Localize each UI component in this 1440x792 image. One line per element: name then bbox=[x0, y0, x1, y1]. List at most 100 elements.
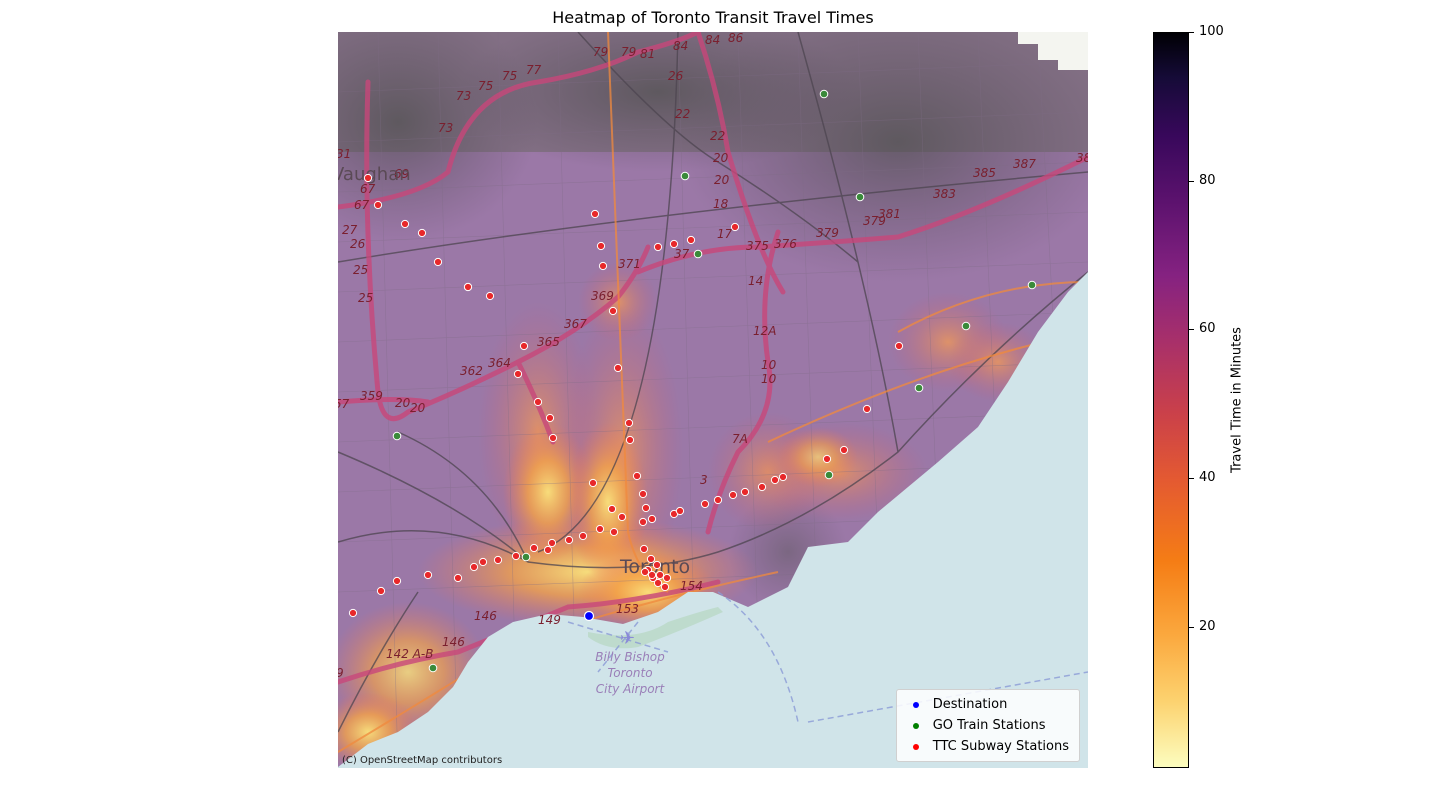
airport-label-line: City Airport bbox=[596, 682, 666, 696]
ttc-station-marker bbox=[376, 586, 386, 596]
ttc-station-marker bbox=[778, 472, 788, 482]
unmapped-corner bbox=[1018, 32, 1088, 70]
ttc-station-marker bbox=[660, 582, 670, 592]
airport-label: Billy Bishop Toronto City Airport bbox=[595, 650, 665, 696]
ttc-station-marker bbox=[638, 517, 648, 527]
legend: Destination GO Train Stations TTC Subway… bbox=[895, 689, 1080, 762]
highway-shield-label: 79 bbox=[621, 45, 636, 59]
colorbar-tick bbox=[1189, 180, 1194, 182]
highway-shield-label: 369 bbox=[591, 289, 614, 303]
highway-shield-label: 73 bbox=[438, 121, 453, 135]
highway-shield-label: 20 bbox=[713, 151, 729, 165]
ttc-station-marker bbox=[373, 200, 383, 210]
destination-marker-group bbox=[583, 610, 595, 622]
ttc-station-marker bbox=[862, 404, 872, 414]
ttc-station-marker bbox=[641, 503, 651, 513]
ttc-station-marker bbox=[662, 573, 672, 583]
rail-lines bbox=[338, 32, 1088, 733]
ttc-stations bbox=[348, 173, 904, 618]
ttc-station-marker bbox=[519, 341, 529, 351]
highway-shield-label: 362 bbox=[460, 364, 483, 378]
highway-shield-label: 77 bbox=[526, 63, 542, 77]
ttc-station-marker bbox=[578, 531, 588, 541]
highway-shield-label: 154 bbox=[680, 579, 703, 593]
ttc-station-marker bbox=[647, 514, 657, 524]
ttc-station-marker bbox=[453, 573, 463, 583]
colorbar-tick-label: 40 bbox=[1199, 470, 1216, 486]
highway-shield-label: 146 bbox=[474, 609, 497, 623]
colorbar-tick-label: 80 bbox=[1199, 172, 1216, 188]
heat-dark-zone bbox=[458, 32, 858, 172]
ttc-station-marker bbox=[607, 504, 617, 514]
go-station-marker bbox=[521, 552, 531, 562]
highway-shield-label: 359 bbox=[360, 389, 383, 403]
ttc-station-marker bbox=[417, 228, 427, 238]
lake-ontario bbox=[338, 272, 1088, 768]
highway-shield-label: 25 bbox=[353, 263, 368, 277]
ttc-station-marker bbox=[529, 543, 539, 553]
ttc-station-marker bbox=[669, 239, 679, 249]
highway-shield-label: 379 bbox=[863, 214, 886, 228]
highway-shield-label: 3 bbox=[700, 473, 708, 487]
highway-shield-label: 69 bbox=[394, 167, 409, 181]
ttc-station-marker bbox=[564, 535, 574, 545]
colorbar-tick bbox=[1189, 478, 1194, 480]
ttc-station-marker bbox=[392, 576, 402, 586]
go-station-marker bbox=[392, 431, 402, 441]
colorbar-tick-label: 100 bbox=[1199, 24, 1224, 39]
ttc-station-marker bbox=[822, 454, 832, 464]
ttc-station-marker bbox=[675, 506, 685, 516]
legend-item-destination: Destination bbox=[905, 694, 1069, 715]
highway-shield-label: 38 bbox=[1076, 151, 1088, 165]
highway-shield-label: 27 bbox=[342, 223, 358, 237]
highway-shield-label: 20 bbox=[714, 173, 730, 187]
go-station-marker bbox=[693, 249, 703, 259]
ttc-station-marker bbox=[653, 578, 663, 588]
go-station-marker bbox=[819, 89, 829, 99]
ttc-station-marker bbox=[543, 545, 553, 555]
highway-shield-label: 149 bbox=[538, 613, 561, 627]
highway-shield-label: 73 bbox=[456, 89, 471, 103]
ttc-station-marker bbox=[598, 261, 608, 271]
highway-shield-label: 385 bbox=[973, 166, 996, 180]
ttc-station-marker bbox=[363, 173, 373, 183]
highway-shield-label: 375 bbox=[746, 239, 769, 253]
highway-shield-label: 142 A-B bbox=[386, 647, 434, 661]
go-station-marker bbox=[914, 383, 924, 393]
ttc-station-marker bbox=[613, 363, 623, 373]
ttc-station-marker bbox=[608, 306, 618, 316]
colorbar bbox=[1153, 32, 1189, 768]
legend-label: Destination bbox=[932, 697, 1008, 712]
highway-shield-label: 146 bbox=[442, 635, 465, 649]
ttc-station-marker bbox=[638, 489, 648, 499]
legend-dot-red bbox=[912, 743, 919, 750]
ttc-station-marker bbox=[423, 570, 433, 580]
heatmap-map: 79 79 81 84 84 86 77 75 75 73 73 26 22 22 20 20 18 17 375 3… bbox=[338, 32, 1088, 768]
highway-shield-label: 25 bbox=[358, 291, 373, 305]
ttc-station-marker bbox=[533, 397, 543, 407]
colorbar-tick-label: 20 bbox=[1199, 618, 1216, 634]
highway-shield-label: 9 bbox=[338, 666, 344, 680]
highway-shield-label: 20 bbox=[410, 401, 426, 415]
highway-shield-label: 67 bbox=[360, 182, 376, 196]
ttc-station-marker bbox=[632, 471, 642, 481]
heat-hot-zone bbox=[568, 422, 648, 582]
highway-shield-label: 75 bbox=[502, 69, 517, 83]
highway-shield-label: 26 bbox=[350, 237, 366, 251]
ttc-station-marker bbox=[647, 570, 657, 580]
ttc-station-marker bbox=[513, 369, 523, 379]
ttc-station-marker bbox=[433, 257, 443, 267]
highway-shield-label: 22 bbox=[675, 107, 690, 121]
go-station-marker bbox=[680, 171, 690, 181]
ttc-station-marker bbox=[646, 554, 656, 564]
ttc-station-marker bbox=[730, 222, 740, 232]
colorbar-label: Travel Time in Minutes bbox=[1229, 327, 1245, 473]
ttc-station-marker bbox=[728, 490, 738, 500]
highway-shield-label: 86 bbox=[728, 32, 744, 45]
highway-shield-label: 17 bbox=[717, 227, 733, 241]
ttc-station-marker bbox=[639, 544, 649, 554]
ttc-station-marker bbox=[839, 445, 849, 455]
legend-dot-blue bbox=[912, 701, 919, 708]
